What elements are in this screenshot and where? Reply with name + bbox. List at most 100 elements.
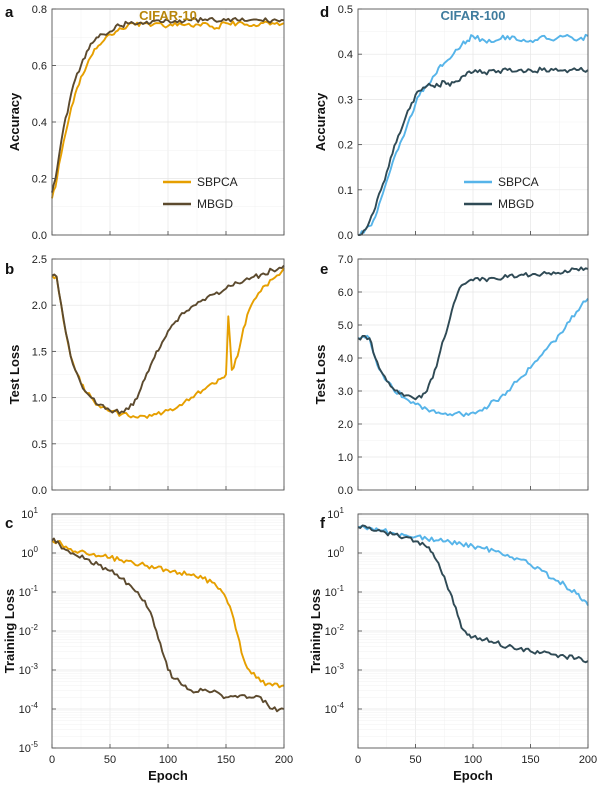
dataset-title: CIFAR-100	[440, 8, 505, 23]
y-axis-label: Training Loss	[2, 589, 17, 674]
y-axis-label: Accuracy	[313, 92, 328, 151]
y-tick-label: 100	[327, 545, 344, 560]
y-tick-label: 1.0	[32, 393, 47, 405]
panel-d: 0.0 0.1 0.2 0.3 0.4 0.5 Accuracy d CIFAR-100 SBPC…	[313, 4, 589, 242]
panel-a: 0.0 0.2 0.4 0.6 0.8 Accuracy a CIFAR-10 SBPCA MBG…	[5, 4, 285, 242]
x-axis-label: Epoch	[148, 768, 188, 783]
panel-label: c	[5, 515, 13, 532]
y-tick-label: 0.2	[32, 174, 47, 186]
y-tick-label: 0.3	[338, 94, 353, 106]
x-tick-label: 150	[521, 754, 539, 766]
y-tick-exponent: -4	[337, 701, 345, 710]
y-axis-label: Accuracy	[7, 92, 22, 151]
x-tick-label: 50	[409, 754, 421, 766]
y-tick-exponent: -2	[31, 623, 39, 632]
y-tick-label: 0.5	[32, 439, 47, 451]
grid	[51, 258, 285, 491]
y-tick-label: 10-2	[325, 623, 345, 638]
y-tick-exponent: -3	[31, 662, 39, 671]
y-tick-exponent: -1	[31, 584, 39, 593]
legend-label: SBPCA	[197, 175, 238, 189]
series-line-mbgd	[51, 537, 285, 713]
series-line-sbpca	[51, 539, 285, 689]
y-axis-label: Test Loss	[7, 345, 22, 405]
series-line-sbpca	[358, 33, 589, 236]
y-tick-label: 101	[327, 506, 344, 521]
x-tick-label: 50	[104, 754, 116, 766]
x-tick-label: 100	[464, 754, 482, 766]
y-tick-exponent: -3	[337, 662, 345, 671]
y-tick-label: 0.8	[32, 4, 47, 16]
y-axis-label: Training Loss	[308, 589, 323, 674]
y-tick-label: 7.0	[338, 254, 353, 266]
x-tick-label: 0	[355, 754, 361, 766]
y-tick-label: 5.0	[338, 320, 353, 332]
legend-label: SBPCA	[498, 175, 539, 189]
grid	[51, 514, 285, 749]
series-line-mbgd	[357, 524, 589, 664]
x-tick-label: 150	[217, 754, 235, 766]
panel-b: 0.0 0.5 1.0 1.5 2.0 2.5 Test Loss b	[5, 254, 285, 497]
y-tick-label: 10-3	[19, 662, 39, 677]
y-tick-label: 101	[21, 506, 38, 521]
y-tick-label: 10-1	[325, 584, 345, 599]
y-tick-label: 10-2	[19, 623, 39, 638]
y-tick-exponent: 0	[340, 545, 345, 554]
y-tick-label: 6.0	[338, 287, 353, 299]
panel-label: a	[5, 4, 14, 21]
y-tick-label: 2.5	[32, 254, 47, 266]
x-axis-label: Epoch	[453, 768, 493, 783]
panel-label: e	[320, 261, 328, 278]
y-tick-label: 0.0	[32, 230, 47, 242]
y-tick-exponent: -1	[337, 584, 345, 593]
y-tick-label: 10-1	[19, 584, 39, 599]
panel-e: 0.0 1.0 2.0 3.0 4.0 5.0 6.0 7.0 Test Loss e	[313, 254, 589, 497]
y-tick-label: 4.0	[338, 353, 353, 365]
panel-label: f	[320, 515, 326, 532]
series-line-mbgd	[51, 16, 285, 193]
y-axis-label: Test Loss	[313, 345, 328, 405]
x-tick-label: 100	[159, 754, 177, 766]
y-tick-label: 1.0	[338, 452, 353, 464]
y-tick-label: 0.5	[338, 4, 353, 16]
legend-label: MBGD	[197, 197, 233, 211]
dataset-title: CIFAR-10	[139, 8, 197, 23]
y-tick-exponent: -5	[31, 740, 39, 749]
legend: SBPCA MBGD	[163, 175, 238, 211]
y-tick-label: 100	[21, 545, 38, 560]
y-tick-exponent: 1	[34, 506, 39, 515]
y-tick-label: 1.5	[32, 346, 47, 358]
y-tick-label: 3.0	[338, 386, 353, 398]
y-tick-exponent: 1	[340, 506, 345, 515]
y-tick-label: 10-3	[325, 662, 345, 677]
y-tick-exponent: -4	[31, 701, 39, 710]
x-tick-label: 0	[49, 754, 55, 766]
x-tick-label: 200	[275, 754, 293, 766]
y-tick-label: 0.1	[338, 185, 353, 197]
legend: SBPCA MBGD	[464, 175, 539, 211]
legend-label: MBGD	[498, 197, 534, 211]
y-tick-label: 0.0	[338, 485, 353, 497]
panel-label: d	[320, 4, 329, 21]
series-line-sbpca	[51, 20, 285, 199]
y-tick-label: 0.0	[338, 230, 353, 242]
y-tick-exponent: 0	[34, 545, 39, 554]
y-tick-label: 0.0	[32, 485, 47, 497]
y-tick-exponent: -2	[337, 623, 345, 632]
y-tick-label: 10-4	[325, 701, 345, 716]
y-tick-label: 0.4	[338, 49, 353, 61]
y-tick-label: 2.0	[32, 300, 47, 312]
x-tick-label: 200	[579, 754, 597, 766]
y-tick-label: 0.4	[32, 117, 47, 129]
y-tick-label: 0.2	[338, 140, 353, 152]
series-line-mbgd	[357, 266, 589, 401]
y-tick-label: 10-5	[19, 740, 39, 755]
y-tick-label: 0.6	[32, 61, 47, 73]
panel-label: b	[5, 261, 14, 278]
series-line-mbgd	[358, 66, 589, 236]
y-tick-label: 10-4	[19, 701, 39, 716]
y-tick-label: 2.0	[338, 419, 353, 431]
